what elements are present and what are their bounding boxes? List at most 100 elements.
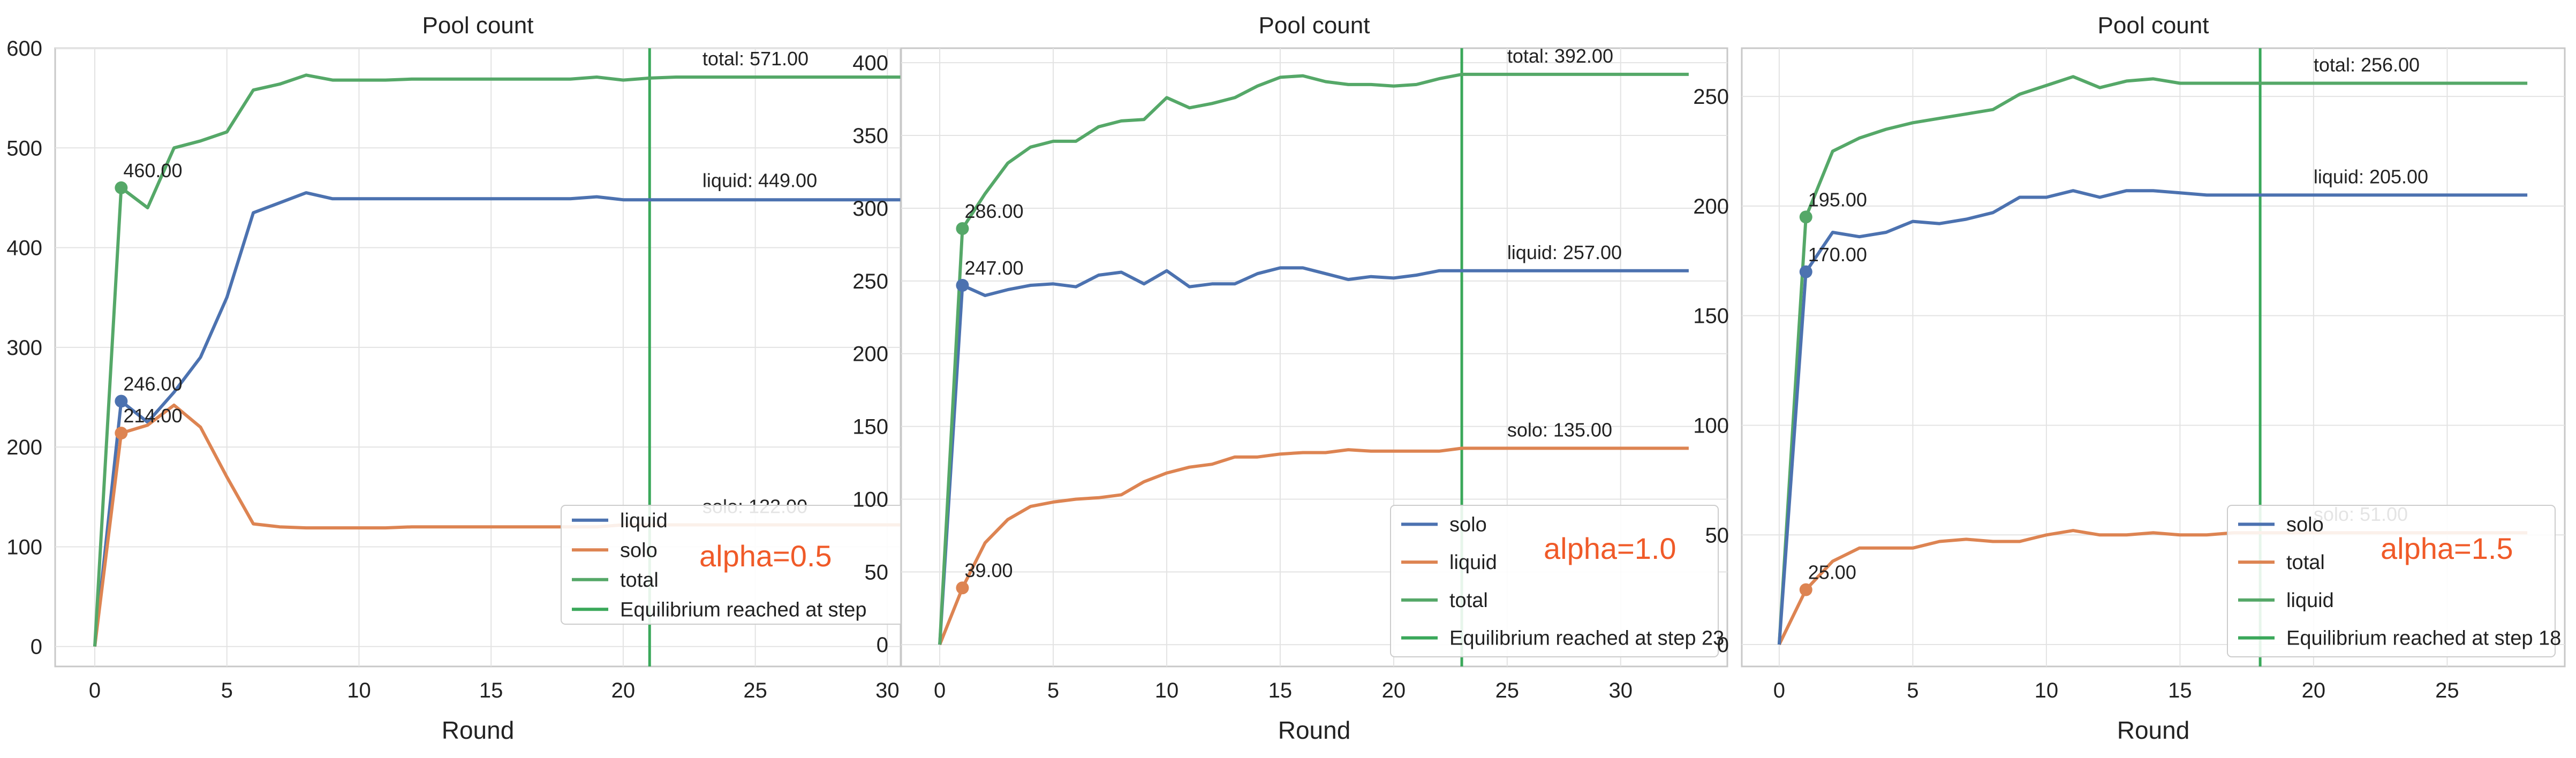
legend-entry: total [2286, 551, 2325, 574]
x-tick-label: 15 [2168, 679, 2192, 702]
x-tick-label: 5 [1907, 679, 1918, 702]
marker-total [115, 181, 128, 194]
legend-entry: liquid [1449, 551, 1497, 574]
y-tick-label: 300 [6, 336, 42, 360]
marker-label: 247.00 [964, 257, 1023, 279]
x-axis-label: Round [2117, 716, 2190, 744]
y-tick-label: 50 [865, 560, 889, 584]
legend-entry: solo [620, 539, 658, 562]
legend: solo total liquid Equilibrium reached at st… [2227, 505, 2561, 657]
end-value-label: liquid: 449.00 [702, 169, 817, 191]
legend: solo liquid total Equilibrium reached at st… [1390, 505, 1724, 657]
legend-box [1390, 505, 1719, 657]
series-line-solo [938, 446, 1689, 646]
y-tick-label: 0 [31, 635, 42, 659]
marker-label: 460.00 [123, 160, 182, 181]
marker-label: 170.00 [1808, 244, 1867, 266]
end-value-label: total: 256.00 [2314, 54, 2420, 76]
end-value-label: liquid: 257.00 [1507, 241, 1622, 263]
legend-entry: Equilibrium reached at step 23 [1449, 627, 1724, 650]
legend-box [561, 505, 901, 625]
x-tick-label: 25 [743, 679, 767, 702]
legend-entry: liquid [2286, 589, 2334, 612]
legend-entry: Equilibrium reached at step 18 [2286, 627, 2561, 650]
y-tick-label: 50 [1705, 524, 1729, 547]
end-value-label: total: 571.00 [702, 48, 809, 70]
chart-panel-2: 0 5 10 15 20 25 30050100150200250300350400Pool… [852, 12, 1728, 744]
x-tick-label: 0 [1773, 679, 1785, 702]
marker-liquid [956, 278, 969, 292]
marker-label: 286.00 [964, 200, 1023, 222]
legend-entry: total [620, 569, 659, 592]
marker-solo [115, 427, 128, 440]
series-line-liquid [93, 191, 914, 647]
series-line-liquid [938, 266, 1689, 645]
marker-solo [956, 581, 969, 595]
chart-title: Pool count [2098, 12, 2209, 39]
x-tick-label: 0 [934, 679, 946, 702]
x-tick-label: 10 [347, 679, 371, 702]
y-tick-label: 0 [877, 633, 888, 657]
x-tick-label: 5 [1047, 679, 1059, 702]
series-line-total [93, 73, 914, 647]
marker-label: 25.00 [1808, 562, 1856, 583]
legend-entry: total [1449, 589, 1488, 612]
end-value-label: liquid: 205.00 [2314, 165, 2428, 187]
y-tick-label: 250 [1693, 85, 1729, 109]
x-tick-label: 25 [1495, 679, 1520, 702]
legend-entry: solo [1449, 513, 1487, 536]
marker-label: 246.00 [123, 373, 182, 395]
x-tick-label: 20 [1382, 679, 1406, 702]
x-tick-label: 30 [1609, 679, 1633, 702]
y-tick-label: 500 [6, 137, 42, 160]
y-tick-label: 250 [852, 270, 888, 293]
series-line-total [938, 72, 1689, 645]
y-tick-label: 100 [1693, 414, 1729, 437]
y-tick-label: 200 [1693, 195, 1729, 218]
legend: liquid solo total Equilibrium reached at st… [561, 505, 901, 625]
x-tick-label: 10 [1155, 679, 1179, 702]
legend-entry: solo [2286, 513, 2324, 536]
chart-title: Pool count [1259, 12, 1370, 39]
marker-liquid [115, 395, 128, 408]
end-value-label: solo: 135.00 [1507, 419, 1612, 441]
y-tick-label: 600 [6, 37, 42, 60]
x-tick-label: 20 [611, 679, 636, 702]
chart-title: Pool count [422, 12, 534, 39]
x-tick-label: 10 [2035, 679, 2059, 702]
y-tick-label: 100 [852, 488, 888, 511]
marker-liquid [1799, 265, 1812, 278]
alpha-label: alpha=0.5 [699, 539, 832, 573]
alpha-label: alpha=1.0 [1544, 532, 1676, 565]
y-tick-label: 400 [6, 237, 42, 260]
marker-total [1799, 210, 1812, 224]
x-axis-label: Round [1278, 716, 1351, 744]
y-tick-label: 400 [852, 51, 888, 75]
legend-entry: liquid [620, 510, 668, 532]
y-tick-label: 200 [852, 343, 888, 366]
marker-total [956, 222, 969, 235]
marker-label: 214.00 [123, 405, 182, 427]
alpha-label: alpha=1.5 [2381, 532, 2513, 565]
end-value-label: total: 392.00 [1507, 45, 1613, 67]
y-tick-label: 150 [1693, 305, 1729, 328]
series-line-liquid [1777, 189, 2528, 645]
legend-box [2227, 505, 2556, 657]
marker-label: 39.00 [964, 559, 1013, 581]
y-tick-label: 150 [852, 415, 888, 439]
x-tick-label: 5 [221, 679, 233, 702]
y-tick-label: 0 [1717, 633, 1729, 657]
legend-entry: Equilibrium reached at step [620, 598, 866, 621]
y-tick-label: 350 [852, 124, 888, 148]
x-tick-label: 25 [2435, 679, 2459, 702]
x-tick-label: 15 [1268, 679, 1293, 702]
x-tick-label: 0 [89, 679, 101, 702]
y-tick-label: 300 [852, 197, 888, 221]
marker-label: 195.00 [1808, 188, 1867, 210]
x-tick-label: 30 [875, 679, 900, 702]
y-tick-label: 200 [6, 436, 42, 459]
x-tick-label: 15 [479, 679, 503, 702]
